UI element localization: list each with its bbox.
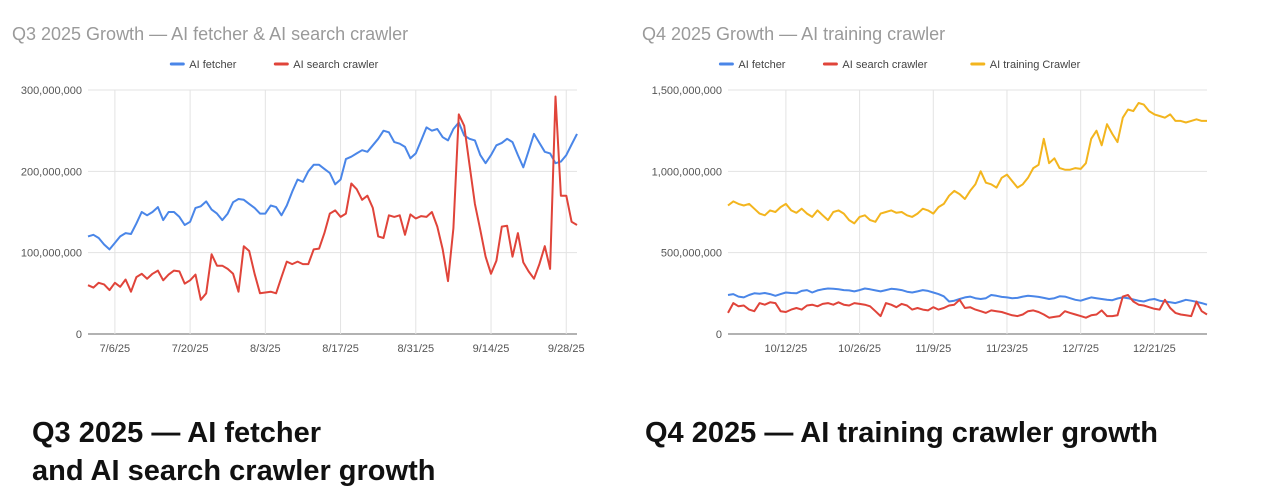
- y-tick-label: 0: [76, 329, 82, 341]
- x-tick-label: 12/21/25: [1133, 343, 1176, 355]
- series-line: [87, 95, 578, 301]
- chart-title: Q3 2025 Growth — AI fetcher & AI search …: [12, 24, 409, 44]
- legend-label: AI fetcher: [738, 59, 785, 71]
- y-tick-label: 0: [716, 329, 722, 341]
- legend-label: AI search crawler: [842, 59, 927, 71]
- x-tick-label: 11/23/25: [986, 343, 1028, 355]
- y-tick-label: 1,500,000,000: [652, 85, 722, 97]
- y-tick-label: 300,000,000: [21, 85, 82, 97]
- x-tick-label: 11/9/25: [915, 343, 951, 355]
- chart-q3-plot: 0 100,000,000 200,000,000 300,000,000 7/6/25…: [21, 59, 585, 355]
- caption-q3: Q3 2025 — AI fetcher and AI search crawl…: [32, 414, 435, 490]
- chart-q4-plot: 0 500,000,000 1,000,000,000 1,500,000,000 10…: [652, 59, 1208, 355]
- x-tick-label: 9/28/25: [548, 343, 585, 355]
- series-line: [87, 121, 578, 251]
- y-tick-label: 500,000,000: [661, 248, 722, 260]
- x-tick-label: 10/26/25: [838, 343, 881, 355]
- caption-q4: Q4 2025 — AI training crawler growth: [645, 414, 1158, 452]
- x-tick-label: 9/14/25: [473, 343, 510, 355]
- caption-line: and AI search crawler growth: [32, 455, 436, 487]
- legend-label: AI fetcher: [189, 59, 236, 71]
- caption-line: Q3 2025 — AI fetcher: [32, 417, 322, 449]
- series-line: [727, 287, 1208, 306]
- x-tick-label: 7/6/25: [100, 343, 131, 355]
- y-tick-label: 200,000,000: [21, 166, 82, 178]
- chart-q3: Q3 2025 Growth — AI fetcher & AI search …: [0, 0, 636, 400]
- chart-title: Q4 2025 Growth — AI training crawler: [642, 24, 946, 44]
- x-tick-label: 7/20/25: [172, 343, 209, 355]
- series-line: [727, 294, 1208, 319]
- x-tick-label: 8/31/25: [397, 343, 434, 355]
- series-line: [727, 102, 1207, 225]
- x-tick-label: 8/17/25: [322, 343, 359, 355]
- y-tick-label: 100,000,000: [21, 248, 82, 260]
- chart-q4: Q4 2025 Growth — AI training crawler 0 50…: [636, 0, 1272, 400]
- x-tick-label: 8/3/25: [250, 343, 281, 355]
- caption-line: Q4 2025 — AI training crawler growth: [645, 417, 1159, 449]
- legend-label: AI search crawler: [293, 59, 378, 71]
- x-tick-label: 10/12/25: [764, 343, 807, 355]
- y-tick-label: 1,000,000,000: [652, 166, 722, 178]
- legend-label: AI training Crawler: [990, 59, 1081, 71]
- x-tick-label: 12/7/25: [1062, 343, 1099, 355]
